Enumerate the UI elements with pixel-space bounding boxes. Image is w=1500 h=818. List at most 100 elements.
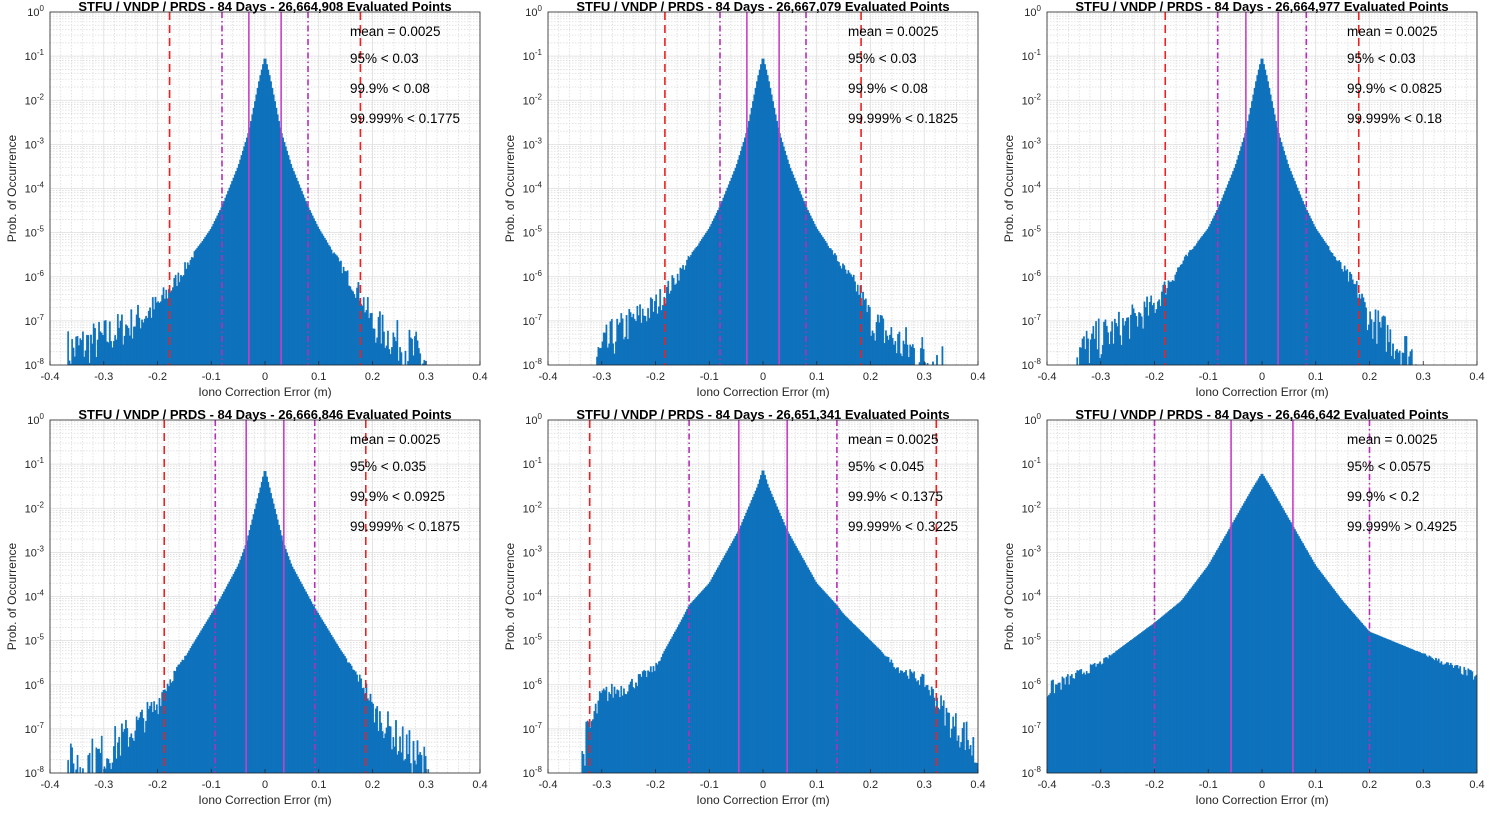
histogram-bars xyxy=(581,470,979,774)
x-axis-label: Iono Correction Error (m) xyxy=(1195,385,1328,399)
y-tick-label: 10-3 xyxy=(1022,136,1042,151)
stat-annotation: 95% < 0.0575 xyxy=(1347,459,1431,474)
stat-annotation: 99.9% < 0.08 xyxy=(848,81,928,96)
subplot-title: STFU / VNDP / PRDS - 84 Days - 26,666,84… xyxy=(78,407,451,422)
subplot-6: -0.4 -0.3 -0.2 -0.1 0 0.1 0.2 0.3 0.4 100 10-1 10-2… xyxy=(1002,407,1485,807)
y-tick-label: 10-8 xyxy=(1022,765,1042,780)
histogram-bars xyxy=(596,58,944,366)
x-tick-label: -0.4 xyxy=(1038,779,1057,791)
x-tick-label: 0.1 xyxy=(1308,371,1323,383)
y-tick-label: 10-8 xyxy=(523,765,543,780)
y-tick-label: 10-4 xyxy=(25,589,45,604)
y-tick-label: 10-7 xyxy=(25,313,45,328)
y-tick-label: 10-3 xyxy=(25,544,45,559)
y-tick-label: 10-7 xyxy=(1022,313,1042,328)
stat-annotation: 95% < 0.045 xyxy=(848,459,924,474)
subplot-4: -0.4 -0.3 -0.2 -0.1 0 0.1 0.2 0.3 0.4 100 10-1 10-2… xyxy=(5,407,488,807)
subplot-title: STFU / VNDP / PRDS - 84 Days - 26,667,07… xyxy=(576,0,949,14)
subplot-title: STFU / VNDP / PRDS - 84 Days - 26,646,64… xyxy=(1075,407,1448,422)
stat-annotation: 95% < 0.035 xyxy=(350,459,426,474)
y-tick-label: 10-1 xyxy=(523,456,543,471)
x-tick-label: 0.1 xyxy=(809,371,824,383)
y-tick-label: 10-2 xyxy=(1022,500,1042,515)
stat-annotation: mean = 0.0025 xyxy=(848,432,938,447)
y-tick-label: 10-1 xyxy=(25,48,45,63)
x-tick-label: 0.4 xyxy=(472,371,487,383)
x-tick-label: -0.2 xyxy=(148,779,167,791)
x-tick-label: 0.3 xyxy=(1416,371,1431,383)
y-tick-label: 10-6 xyxy=(523,269,543,284)
y-tick-label: 10-6 xyxy=(25,269,45,284)
stat-annotation: 99.999% < 0.1775 xyxy=(350,111,460,126)
x-tick-label: -0.3 xyxy=(592,779,611,791)
y-tick-label: 10-4 xyxy=(1022,181,1042,196)
x-tick-label: 0.1 xyxy=(1308,779,1323,791)
y-tick-label: 10-4 xyxy=(523,181,543,196)
x-tick-label: 0.2 xyxy=(365,371,380,383)
x-tick-label: -0.3 xyxy=(94,371,113,383)
stat-annotation: 99.9% < 0.0825 xyxy=(1347,81,1442,96)
x-tick-label: 0.2 xyxy=(863,779,878,791)
y-axis-label: Prob. of Occurrence xyxy=(1002,542,1016,650)
y-tick-label: 10-2 xyxy=(523,500,543,515)
y-axis-label: Prob. of Occurrence xyxy=(5,542,19,650)
y-tick-label: 100 xyxy=(1024,4,1041,19)
x-tick-label: -0.1 xyxy=(202,779,221,791)
x-tick-label: -0.2 xyxy=(1145,371,1164,383)
stat-annotation: 99.999% > 0.4925 xyxy=(1347,519,1457,534)
y-tick-label: 10-8 xyxy=(25,765,45,780)
stat-annotation: 99.999% < 0.1875 xyxy=(350,519,460,534)
x-tick-label: -0.2 xyxy=(148,371,167,383)
stat-annotation: 99.999% < 0.18 xyxy=(1347,111,1442,126)
y-tick-label: 10-6 xyxy=(1022,677,1042,692)
y-axis-label: Prob. of Occurrence xyxy=(503,134,517,242)
y-tick-label: 10-5 xyxy=(25,225,45,240)
stat-annotation: 99.9% < 0.08 xyxy=(350,81,430,96)
x-tick-label: 0 xyxy=(262,371,268,383)
y-tick-label: 10-5 xyxy=(523,225,543,240)
stat-annotation: 95% < 0.03 xyxy=(848,51,917,66)
y-axis-label: Prob. of Occurrence xyxy=(5,134,19,242)
y-tick-label: 10-5 xyxy=(523,633,543,648)
x-tick-label: -0.1 xyxy=(202,371,221,383)
y-tick-label: 10-4 xyxy=(25,181,45,196)
stat-annotation: mean = 0.0025 xyxy=(350,432,440,447)
x-tick-label: 0.3 xyxy=(419,371,434,383)
stat-annotation: mean = 0.0025 xyxy=(1347,432,1437,447)
x-tick-label: -0.2 xyxy=(646,371,665,383)
x-tick-label: 0.3 xyxy=(917,779,932,791)
x-tick-label: 0 xyxy=(1259,371,1265,383)
histogram-bars xyxy=(1046,473,1478,774)
x-tick-label: -0.4 xyxy=(41,371,60,383)
stat-annotation: 99.999% < 0.1825 xyxy=(848,111,958,126)
y-tick-label: 10-2 xyxy=(1022,92,1042,107)
y-tick-label: 10-7 xyxy=(25,721,45,736)
y-tick-label: 10-2 xyxy=(523,92,543,107)
y-tick-label: 10-3 xyxy=(25,136,45,151)
x-tick-label: 0 xyxy=(262,779,268,791)
subplot-2: -0.4 -0.3 -0.2 -0.1 0 0.1 0.2 0.3 0.4 100 10-1 10-2… xyxy=(503,0,986,399)
y-tick-label: 100 xyxy=(1024,412,1041,427)
subplot-3: -0.4 -0.3 -0.2 -0.1 0 0.1 0.2 0.3 0.4 100 10-1 10-2… xyxy=(1002,0,1485,399)
y-tick-label: 10-6 xyxy=(1022,269,1042,284)
stat-annotation: 99.999% < 0.3225 xyxy=(848,519,958,534)
x-tick-label: 0.2 xyxy=(1362,779,1377,791)
y-tick-label: 10-8 xyxy=(1022,357,1042,372)
x-tick-label: 0.1 xyxy=(311,779,326,791)
y-tick-label: 10-1 xyxy=(523,48,543,63)
y-tick-label: 10-4 xyxy=(523,589,543,604)
x-axis-label: Iono Correction Error (m) xyxy=(696,793,829,807)
x-tick-label: 0.4 xyxy=(1469,779,1484,791)
y-tick-label: 10-3 xyxy=(523,544,543,559)
x-tick-label: -0.3 xyxy=(94,779,113,791)
x-tick-label: -0.1 xyxy=(700,371,719,383)
y-axis-label: Prob. of Occurrence xyxy=(503,542,517,650)
x-tick-label: 0 xyxy=(760,371,766,383)
x-tick-label: 0.2 xyxy=(1362,371,1377,383)
x-tick-label: -0.1 xyxy=(1199,779,1218,791)
x-tick-label: -0.2 xyxy=(646,779,665,791)
y-tick-label: 10-8 xyxy=(523,357,543,372)
x-tick-label: -0.1 xyxy=(700,779,719,791)
x-tick-label: 0.1 xyxy=(311,371,326,383)
